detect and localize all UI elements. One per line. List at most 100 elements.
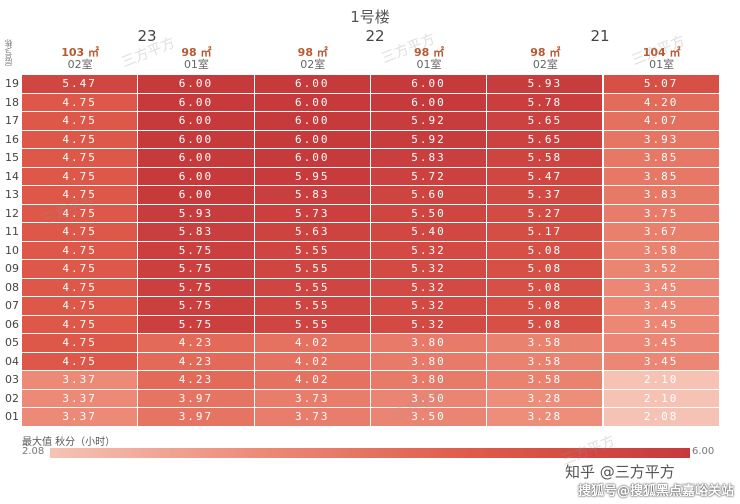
row-label: 06: [5, 317, 19, 331]
heatmap-cell: 5.95: [254, 167, 371, 186]
heatmap-cell: 5.08: [487, 278, 604, 297]
heatmap-cell: 5.32: [370, 278, 488, 297]
row-label: 18: [5, 95, 19, 109]
row-label: 15: [5, 151, 19, 164]
heatmap-cell: 4.75: [22, 223, 139, 242]
row-label: 17: [5, 114, 19, 127]
heatmap-cell: 5.32: [370, 297, 488, 316]
column-header: 98 ㎡ 01室: [138, 47, 254, 71]
heatmap-cell: 4.75: [22, 334, 139, 353]
heatmap-cell: 3.73: [254, 408, 371, 427]
row-label: 19: [5, 77, 19, 90]
heatmap-cell: 4.02: [254, 371, 371, 390]
heatmap-cell: 3.73: [254, 389, 371, 408]
heatmap-cell: 6.00: [138, 167, 255, 186]
heatmap-cell: 5.55: [254, 241, 371, 260]
row-label: 12: [5, 206, 19, 220]
row-label: 01: [5, 410, 19, 423]
heatmap-cell: 5.93: [487, 75, 604, 94]
floor-group-label: 23: [137, 27, 157, 45]
heatmap-cell: 5.55: [254, 297, 371, 316]
row-label: 14: [5, 169, 19, 183]
row-label: 11: [5, 225, 19, 238]
column-area-label: 103 ㎡: [61, 46, 100, 59]
heatmap-cell: 4.75: [22, 149, 139, 168]
heatmap-cell: 4.75: [22, 186, 139, 205]
heatmap-cell: 5.92: [370, 112, 488, 131]
column-area-label: 98 ㎡: [530, 46, 561, 59]
heatmap-cell: 5.60: [370, 186, 488, 205]
heatmap-cell: 5.27: [487, 204, 604, 223]
heatmap-cell: 5.07: [603, 75, 720, 94]
heatmap-cell: 4.75: [22, 278, 139, 297]
heatmap-cell: 5.55: [254, 315, 371, 334]
heatmap-cell: 3.97: [138, 408, 255, 427]
row-label: 16: [5, 132, 19, 146]
heatmap-cell: 5.40: [370, 223, 488, 242]
row-label: 04: [5, 354, 19, 368]
heatmap-cell: 4.75: [22, 204, 139, 223]
heatmap-cell: 3.28: [487, 389, 604, 408]
heatmap-cell: 4.20: [603, 93, 720, 112]
heatmap-cell: 4.75: [22, 315, 139, 334]
heatmap-cell: 5.72: [370, 167, 488, 186]
heatmap-cell: 6.00: [138, 93, 255, 112]
heatmap-cell: 5.92: [370, 130, 488, 149]
heatmap-cell: 4.75: [22, 167, 139, 186]
heatmap-cell: 2.10: [603, 389, 720, 408]
heatmap-cell: 3.50: [370, 389, 488, 408]
legend-max-label: 6.00: [692, 446, 715, 457]
heatmap-cell: 5.75: [138, 297, 255, 316]
heatmap-cell: 5.73: [254, 204, 371, 223]
heatmap-cell: 4.75: [22, 297, 139, 316]
heatmap-cell: 5.08: [487, 297, 604, 316]
heatmap-cell: 3.37: [22, 389, 139, 408]
heatmap-cell: 6.00: [254, 75, 371, 94]
heatmap-cell: 5.83: [370, 149, 488, 168]
heatmap-cell: 3.52: [603, 260, 720, 279]
heatmap-cell: 5.08: [487, 315, 604, 334]
heatmap-cell: 3.37: [22, 408, 139, 427]
heatmap-cell: 5.47: [487, 167, 604, 186]
legend-min-label: 2.08: [22, 446, 45, 457]
heatmap-cell: 3.45: [603, 334, 720, 353]
heatmap-cell: 4.75: [22, 352, 139, 371]
column-area-label: 104 ㎡: [642, 46, 681, 59]
heatmap-cell: 3.83: [603, 186, 720, 205]
heatmap-cell: 6.00: [370, 93, 488, 112]
heatmap-cell: 3.75: [603, 204, 720, 223]
column-header: 98 ㎡ 02室: [487, 47, 603, 71]
heatmap-cell: 5.75: [138, 260, 255, 279]
heatmap-cell: 3.80: [370, 334, 488, 353]
heatmap-cell: 5.17: [487, 223, 604, 242]
floor-group-label: 22: [365, 27, 385, 45]
legend-title: 最大值 秋分（小时）: [22, 437, 116, 448]
column-room-label: 02室: [67, 58, 93, 71]
heatmap-cell: 3.45: [603, 278, 720, 297]
heatmap-cell: 5.55: [254, 260, 371, 279]
row-label: 08: [5, 280, 19, 294]
heatmap-cell: 6.00: [138, 186, 255, 205]
column-header: 98 ㎡ 02室: [255, 47, 371, 71]
heatmap-cell: 3.37: [22, 371, 139, 390]
heatmap-cell: 5.78: [487, 93, 604, 112]
heatmap-cell: 3.45: [603, 352, 720, 371]
heatmap-cell: 4.23: [138, 334, 255, 353]
heatmap-cell: 4.75: [22, 260, 139, 279]
heatmap-cell: 5.37: [487, 186, 604, 205]
column-area-label: 98 ㎡: [181, 46, 212, 59]
row-label: 09: [5, 262, 19, 275]
heatmap-cell: 3.80: [370, 371, 488, 390]
heatmap-cell: 6.00: [254, 149, 371, 168]
heatmap-cell: 3.58: [487, 334, 604, 353]
column-header: 104 ㎡ 01室: [604, 47, 720, 71]
heatmap-cell: 3.97: [138, 389, 255, 408]
heatmap-cell: 4.23: [138, 352, 255, 371]
heatmap-cell: 3.45: [603, 297, 720, 316]
column-area-label: 98 ㎡: [297, 46, 328, 59]
heatmap-cell: 4.75: [22, 93, 139, 112]
row-label: 10: [5, 243, 19, 257]
floor-group-label: 21: [590, 27, 610, 45]
heatmap-cell: 3.93: [603, 130, 720, 149]
